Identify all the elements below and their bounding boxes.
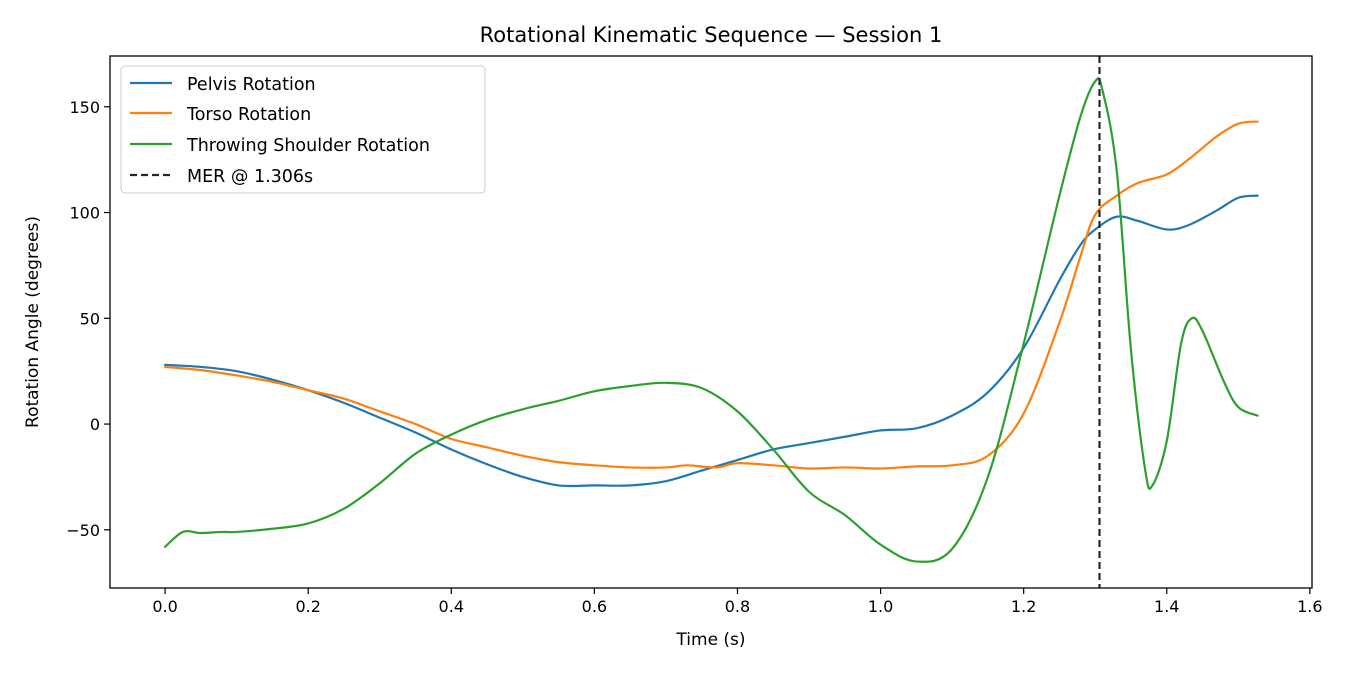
legend-label-pelvis: Pelvis Rotation [187,75,316,95]
chart-title: Rotational Kinematic Sequence — Session … [480,23,943,47]
x-tick-label: 1.4 [1154,597,1179,616]
y-axis-label: Rotation Angle (degrees) [23,216,43,428]
legend-label-shoulder: Throwing Shoulder Rotation [186,136,430,156]
axes-frame [109,55,1313,589]
legend: Pelvis Rotation Torso Rotation Throwing … [120,65,486,194]
legend-box [120,65,486,194]
x-tick-label: 1.6 [1297,597,1322,616]
legend-label-torso: Torso Rotation [186,105,311,125]
y-axis-ticks: −50 0 50 100 150 [66,98,110,540]
x-tick-label: 0.8 [725,597,750,616]
x-axis-ticks: 0.0 0.2 0.4 0.6 0.8 1.0 1.2 1.4 1.6 [152,588,1323,616]
y-tick-label: −50 [66,521,100,540]
plot-lines [163,56,1259,588]
series-line-torso [163,120,1259,470]
y-tick-label: 100 [69,204,100,223]
series-line-shoulder [163,77,1259,563]
x-tick-label: 0.0 [152,597,177,616]
x-tick-label: 1.0 [868,597,893,616]
x-tick-label: 1.2 [1011,597,1036,616]
y-tick-label: 0 [90,415,100,434]
y-tick-label: 150 [69,98,100,117]
x-axis-label: Time (s) [675,630,745,650]
legend-label-mer: MER @ 1.306s [187,167,313,187]
x-tick-label: 0.2 [295,597,320,616]
y-tick-label: 50 [80,309,100,328]
x-tick-label: 0.4 [439,597,464,616]
x-tick-label: 0.6 [582,597,607,616]
